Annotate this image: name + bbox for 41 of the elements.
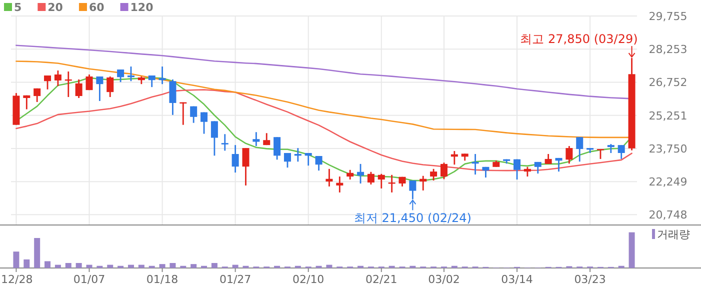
- legend-label: 60: [88, 1, 105, 14]
- x-tick-label: 03/14: [501, 273, 533, 286]
- bar: [159, 264, 166, 268]
- legend-label: 거래량: [657, 228, 690, 241]
- bar: [24, 259, 30, 268]
- bar: [628, 232, 635, 268]
- y-tick-label: 26,752: [648, 76, 688, 90]
- annotation: 최저 21,450 (02/24): [354, 211, 472, 226]
- x-tick-label: 12/28: [1, 273, 33, 286]
- y-tick-label: 29,755: [648, 10, 688, 23]
- y-tick-label: 28,253: [648, 43, 688, 56]
- legend-label: 5: [14, 1, 22, 14]
- bar: [232, 264, 238, 268]
- x-tick-label: 03/02: [428, 273, 460, 286]
- x-tick-label: 01/27: [219, 273, 252, 286]
- bar: [326, 264, 332, 268]
- bar: [65, 263, 72, 268]
- bar: [34, 238, 40, 268]
- bar: [44, 261, 51, 268]
- bar: [128, 264, 134, 268]
- bar: [76, 263, 82, 268]
- x-tick-label: 02/21: [366, 273, 398, 286]
- bar: [138, 264, 144, 268]
- y-tick-label: 22,249: [648, 176, 688, 189]
- bar: [86, 264, 92, 268]
- y-tick-label: 20,748: [648, 208, 688, 222]
- bar: [13, 252, 20, 268]
- bar: [54, 264, 61, 268]
- bar: [107, 264, 114, 268]
- annotation: 최고 27,850 (03/29): [520, 32, 638, 46]
- bar: [170, 263, 176, 268]
- x-tick-label: 03/23: [574, 273, 606, 286]
- y-tick-label: 25,251: [648, 109, 688, 122]
- x-tick-label: 01/07: [73, 273, 106, 286]
- x-tick-label: 01/18: [146, 273, 178, 286]
- y-tick-label: 23,750: [648, 142, 688, 156]
- x-tick-label: 02/10: [292, 273, 324, 286]
- legend-label: 20: [48, 1, 64, 14]
- bar: [211, 263, 218, 268]
- legend-label: 120: [130, 1, 154, 14]
- bar: [190, 264, 197, 268]
